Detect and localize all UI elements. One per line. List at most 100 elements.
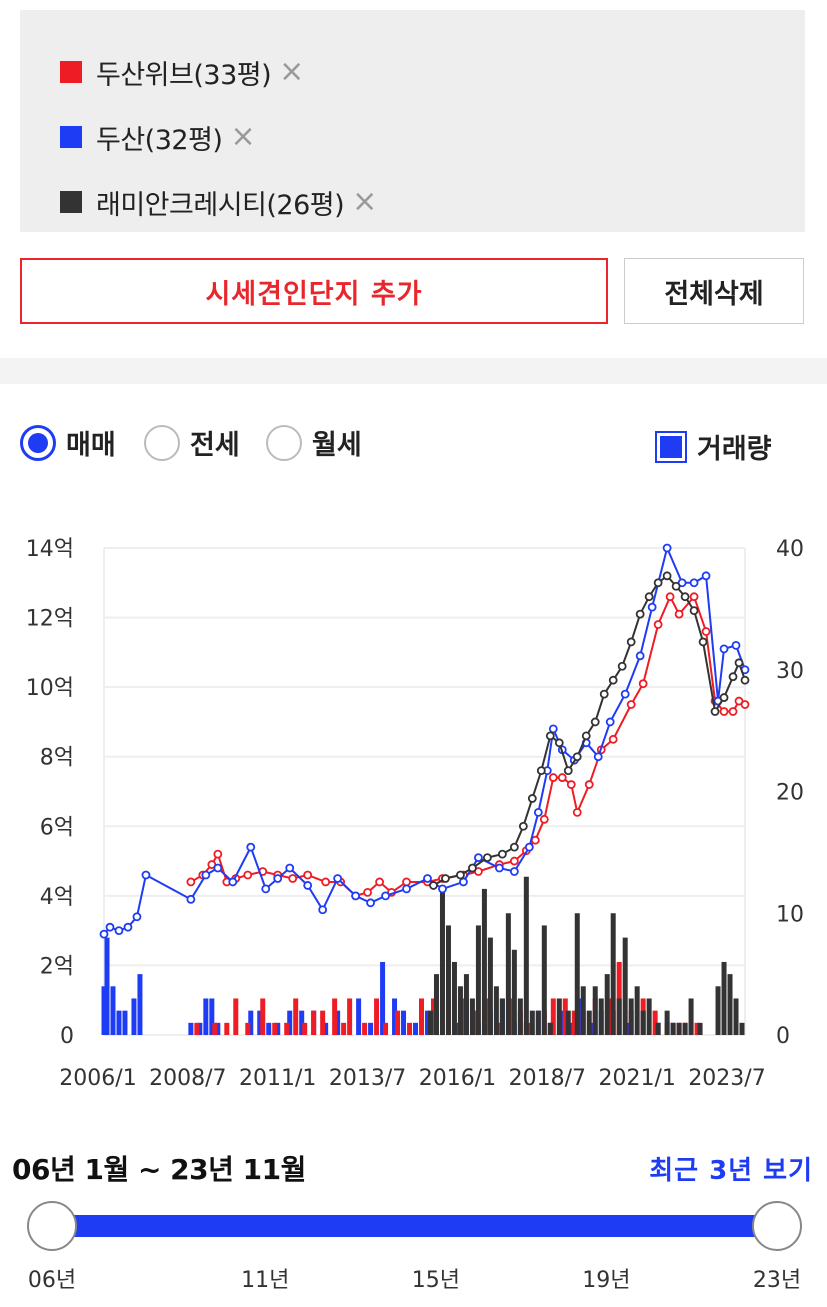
volume-bar xyxy=(592,986,598,1035)
radio-sale[interactable]: 매매 xyxy=(20,423,116,462)
volume-bar xyxy=(131,998,137,1035)
price-point xyxy=(635,651,645,661)
price-point xyxy=(689,578,699,588)
volume-bar xyxy=(589,1022,595,1035)
price-point xyxy=(719,644,729,654)
price-point xyxy=(228,877,238,887)
volume-bar xyxy=(293,998,299,1035)
volume-bar xyxy=(257,1010,263,1035)
checkbox-checked-icon xyxy=(655,430,687,463)
price-point xyxy=(545,731,555,741)
price-point xyxy=(123,922,133,932)
y-tick-label-right: 40 xyxy=(776,537,804,562)
clear-all-button[interactable]: 전체삭제 xyxy=(624,258,804,324)
price-point xyxy=(701,627,711,636)
y-tick-label-right: 10 xyxy=(776,902,804,927)
volume-bar xyxy=(368,1022,374,1035)
volume-bar xyxy=(454,1022,460,1035)
volume-bar xyxy=(541,925,547,1035)
volume-bar xyxy=(535,1010,541,1035)
range-slider-end-handle[interactable] xyxy=(752,1201,802,1251)
price-point xyxy=(620,689,630,699)
price-point xyxy=(653,620,663,629)
price-point xyxy=(285,863,295,873)
volume-bar xyxy=(625,1022,631,1035)
volume-bar xyxy=(116,1010,122,1035)
volume-bar xyxy=(499,998,505,1035)
legend-label: 두산(32평) xyxy=(96,124,223,156)
volume-bar xyxy=(380,961,386,1035)
volume-bar xyxy=(739,1022,745,1035)
radio-monthly-rent[interactable]: 월세 xyxy=(266,423,362,462)
radio-unchecked-icon xyxy=(266,424,302,461)
price-point xyxy=(186,894,196,904)
price-point xyxy=(243,870,253,880)
volume-bar xyxy=(565,1010,571,1035)
remove-icon[interactable]: × xyxy=(230,119,256,154)
volume-bar xyxy=(311,1010,317,1035)
radio-label: 매매 xyxy=(66,430,116,461)
volume-bar xyxy=(266,1022,272,1035)
range-slider-start-handle[interactable] xyxy=(27,1201,77,1251)
legend-item-complex-1: 두산위브(33평) × xyxy=(60,52,304,92)
add-complex-button[interactable]: 시세견인단지 추가 xyxy=(20,258,608,324)
volume-bar xyxy=(233,998,239,1035)
volume-bar xyxy=(347,998,353,1035)
radio-jeonse[interactable]: 전세 xyxy=(144,423,240,462)
price-point xyxy=(548,724,558,734)
price-point xyxy=(246,842,256,852)
y-tick-label-left: 6억 xyxy=(40,815,74,840)
price-point xyxy=(321,877,331,887)
volume-bar xyxy=(457,986,463,1035)
price-point xyxy=(698,637,708,647)
price-point xyxy=(459,877,468,887)
volume-bar xyxy=(275,1022,281,1035)
radio-unchecked-icon xyxy=(144,424,180,461)
volume-bar xyxy=(505,913,511,1035)
price-point xyxy=(584,780,594,789)
volume-bar xyxy=(682,1022,688,1035)
legend-item-complex-2: 두산(32평) × xyxy=(60,117,256,157)
volume-toggle[interactable]: 거래량 xyxy=(655,427,772,466)
price-point xyxy=(351,891,361,901)
volume-bar xyxy=(424,1010,430,1035)
slider-tick-label: 15년 xyxy=(411,1268,460,1293)
volume-bar xyxy=(652,1010,658,1035)
x-tick-label: 2023/7 xyxy=(688,1066,765,1091)
price-point xyxy=(429,881,438,890)
volume-bar xyxy=(508,998,514,1035)
price-point xyxy=(593,752,603,762)
price-point xyxy=(303,870,313,880)
legend-label: 래미안크레시티(26평) xyxy=(96,189,345,221)
price-point xyxy=(572,807,582,817)
price-point xyxy=(671,581,681,591)
price-point xyxy=(468,863,477,873)
volume-bar xyxy=(320,1010,326,1035)
volume-bar xyxy=(586,1010,592,1035)
volume-bar xyxy=(676,1022,682,1035)
volume-bar xyxy=(460,998,466,1035)
volume-bar xyxy=(323,1022,329,1035)
price-line xyxy=(432,574,746,887)
price-point xyxy=(599,689,609,699)
remove-icon[interactable]: × xyxy=(279,54,305,89)
price-point xyxy=(524,842,534,852)
volume-bar xyxy=(137,974,143,1035)
x-tick-label: 2013/7 xyxy=(329,1066,406,1091)
volume-bar xyxy=(598,998,604,1035)
price-point xyxy=(530,835,540,845)
volume-bar xyxy=(574,913,580,1035)
volume-bar xyxy=(362,1022,368,1035)
price-point xyxy=(731,640,741,650)
radio-label: 전세 xyxy=(190,430,240,461)
radio-checked-icon xyxy=(20,424,56,461)
volume-bar xyxy=(407,1022,413,1035)
remove-icon[interactable]: × xyxy=(352,184,378,219)
recent-3-years-link[interactable]: 최근 3년 보기 xyxy=(649,1156,813,1186)
price-point xyxy=(689,592,699,602)
volume-bar xyxy=(571,1010,577,1035)
volume-bar xyxy=(550,998,556,1035)
volume-bar xyxy=(469,998,475,1035)
price-point xyxy=(132,912,142,922)
y-tick-label-right: 20 xyxy=(776,781,804,806)
